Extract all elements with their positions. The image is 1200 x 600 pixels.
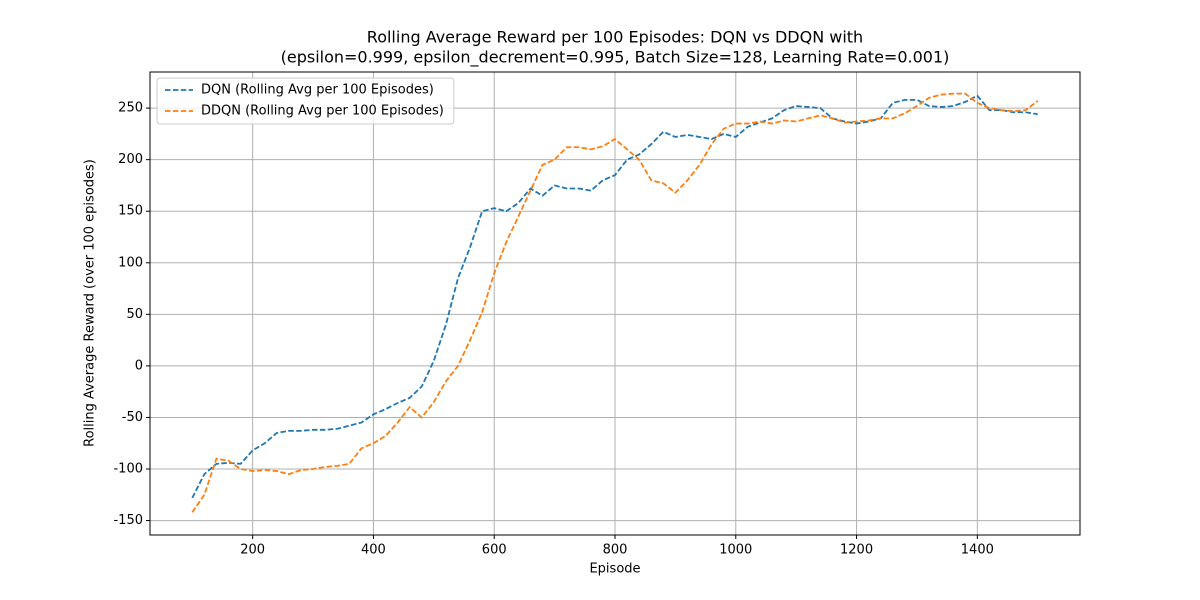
y-tick-label: 250 bbox=[118, 101, 143, 116]
legend-box bbox=[156, 77, 455, 125]
x-tick-label: 800 bbox=[603, 543, 628, 558]
data-line bbox=[191, 92, 1039, 513]
y-tick-label: -150 bbox=[113, 513, 143, 528]
x-tick-label: 400 bbox=[361, 543, 386, 558]
chart-title: Rolling Average Reward per 100 Episodes:… bbox=[367, 28, 863, 47]
y-tick-label: 100 bbox=[118, 255, 143, 270]
y-tick-label: -50 bbox=[122, 410, 143, 425]
x-axis-label: Episode bbox=[589, 562, 640, 577]
legend: DQN (Rolling Avg per 100 Episodes) DDQN (… bbox=[156, 77, 455, 125]
x-tick-label: 1200 bbox=[840, 543, 873, 558]
legend-label: DQN (Rolling Avg per 100 Episodes) bbox=[201, 83, 434, 98]
x-tick-label: 1000 bbox=[719, 543, 752, 558]
y-tick-label: 200 bbox=[118, 152, 143, 167]
y-tick-label: 150 bbox=[118, 204, 143, 219]
x-tick-label: 600 bbox=[482, 543, 507, 558]
y-tick-label: 0 bbox=[135, 358, 143, 373]
x-tick-label: 200 bbox=[240, 543, 265, 558]
legend-label: DDQN (Rolling Avg per 100 Episodes) bbox=[201, 104, 444, 119]
plot-frame bbox=[149, 71, 1081, 536]
chart-title: (epsilon=0.999, epsilon_decrement=0.995,… bbox=[281, 48, 950, 68]
y-axis-label: Rolling Average Reward (over 100 episode… bbox=[83, 159, 98, 447]
x-tick-label: 1400 bbox=[961, 543, 994, 558]
y-tick-label: 50 bbox=[126, 307, 143, 322]
data-line bbox=[191, 94, 1038, 499]
y-tick-label: -100 bbox=[113, 462, 143, 477]
